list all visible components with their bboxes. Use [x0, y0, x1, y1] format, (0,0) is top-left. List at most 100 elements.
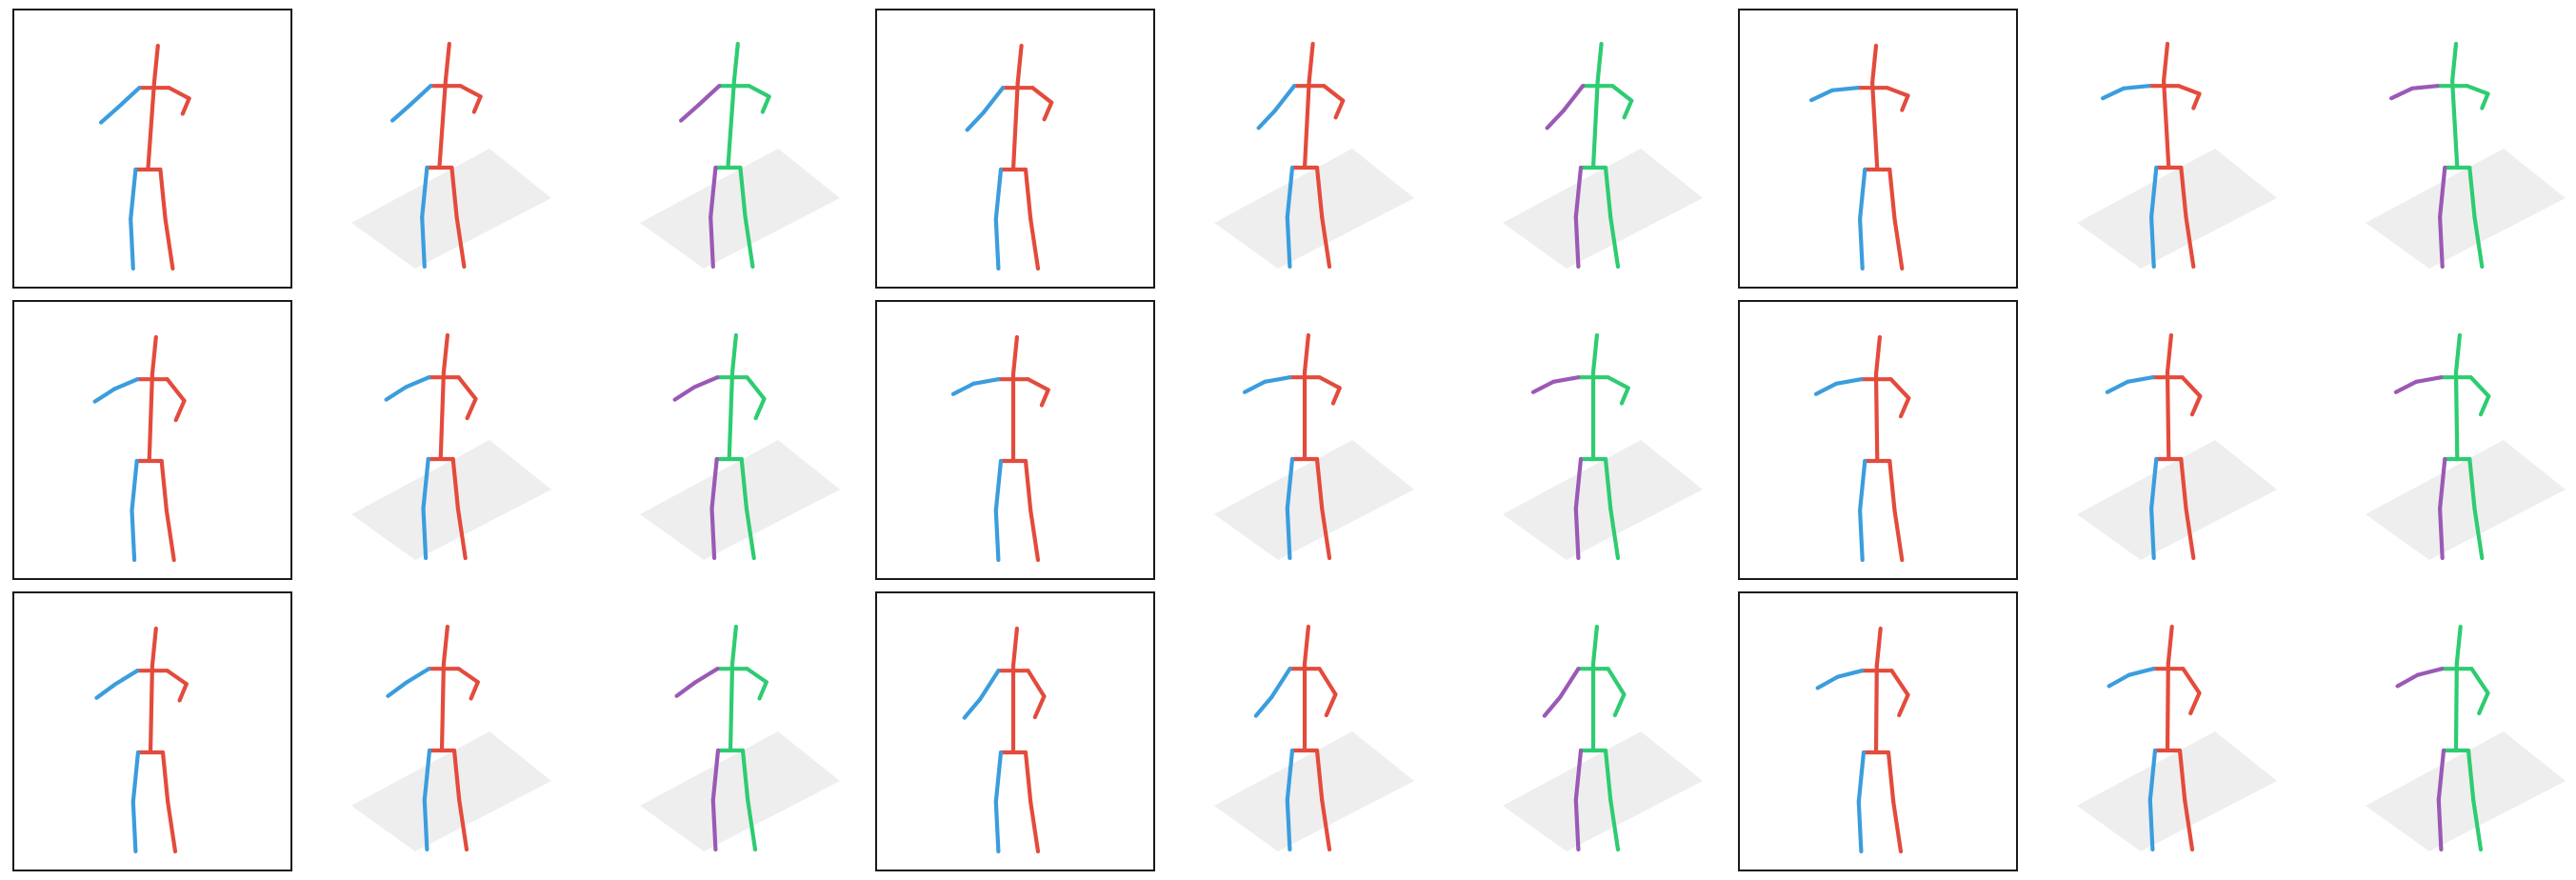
ground-truth-skeleton-right-bone-2 — [749, 86, 769, 96]
prediction-skeleton-right-bone-3 — [1336, 101, 1344, 118]
prediction-skeleton-spine-bone-1 — [444, 627, 448, 664]
ground-truth-skeleton-left-bone-1 — [1576, 800, 1579, 850]
prediction-skeleton-left-bone-1 — [2151, 217, 2154, 267]
sample-group-r2-c3 — [1739, 301, 2566, 579]
input-skeleton-left-bone-2 — [1832, 88, 1858, 90]
ground-truth-skeleton-spine-bone-0 — [730, 664, 732, 750]
prediction-skeleton-right-bone-2 — [2183, 669, 2199, 693]
ground-truth-skeleton-spine-bone-1 — [2457, 627, 2461, 664]
input-2d-panel — [1739, 592, 2017, 870]
prediction-skeleton-right-bone-3 — [474, 96, 481, 111]
ground-truth-skeleton-left-bone-2 — [695, 669, 717, 682]
prediction-skeleton-left-bone-2 — [406, 377, 429, 387]
prediction-skeleton-right-bone-3 — [1327, 694, 1336, 715]
ground-truth-skeleton-spine-bone-1 — [734, 44, 738, 81]
ground-truth-3d-panel — [640, 335, 840, 560]
ground-truth-skeleton-left-bone-3 — [1548, 110, 1564, 128]
ground-truth-skeleton-left-bone-2 — [1560, 669, 1578, 697]
input-2d-panel — [1739, 301, 2017, 579]
ground-truth-skeleton-left-bone-2 — [699, 86, 720, 105]
prediction-skeleton-right-bone-2 — [2183, 377, 2201, 396]
ground-truth-skeleton-left-bone-3 — [675, 388, 694, 400]
ground-truth-skeleton-left-bone-1 — [712, 509, 715, 558]
ground-truth-skeleton-left-bone-2 — [2418, 669, 2443, 675]
sample-group-r3-c1 — [13, 592, 840, 870]
prediction-skeleton-left-bone-3 — [2109, 675, 2129, 687]
prediction-skeleton-spine-bone-1 — [2167, 335, 2171, 372]
ground-truth-3d-panel — [640, 627, 840, 851]
ground-truth-skeleton-left-bone-2 — [2416, 377, 2441, 382]
ground-truth-skeleton-spine-bone-0 — [2456, 372, 2457, 459]
prediction-skeleton-right-bone-3 — [2192, 396, 2200, 414]
prediction-skeleton-left-bone-2 — [410, 86, 431, 105]
ground-truth-skeleton-left-bone-1 — [1576, 509, 1579, 558]
prediction-skeleton-spine-bone-1 — [1305, 335, 1308, 372]
prediction-skeleton-left-bone-1 — [1288, 800, 1290, 850]
prediction-skeleton-right-bone-3 — [1333, 388, 1340, 403]
ground-truth-skeleton-left-bone-1 — [2439, 800, 2442, 850]
prediction-3d-panel — [1214, 335, 1414, 560]
prediction-skeleton-spine-bone-0 — [441, 372, 444, 459]
input-2d-panel — [13, 592, 291, 870]
prediction-skeleton-right-bone-2 — [461, 86, 481, 96]
ground-truth-skeleton-left-bone-3 — [681, 105, 698, 120]
prediction-skeleton-left-bone-2 — [2124, 86, 2149, 89]
ground-truth-3d-panel — [1503, 335, 1703, 560]
ground-truth-skeleton-right-bone-3 — [2482, 94, 2487, 109]
prediction-skeleton-left-bone-3 — [2103, 89, 2124, 98]
ground-truth-skeleton-spine-bone-1 — [1598, 44, 1602, 81]
input-skeleton-left-bone-1 — [132, 510, 135, 560]
prediction-skeleton-left-bone-2 — [2129, 669, 2154, 675]
ground-truth-skeleton-right-bone-2 — [748, 377, 765, 399]
prediction-skeleton-left-bone-1 — [1288, 509, 1290, 558]
prediction-skeleton-right-bone-3 — [2193, 94, 2199, 109]
ground-truth-skeleton-left-bone-1 — [2440, 217, 2443, 267]
input-frame — [13, 10, 291, 288]
input-2d-panel — [13, 10, 291, 288]
sample-group-r1-c3 — [1739, 10, 2566, 288]
input-skeleton-spine-bone-0 — [1876, 374, 1877, 461]
ground-truth-skeleton-right-bone-3 — [760, 682, 767, 698]
ground-truth-skeleton-left-bone-1 — [710, 217, 713, 267]
ground-truth-skeleton-right-bone-3 — [763, 96, 769, 111]
prediction-skeleton-left-bone-3 — [1245, 382, 1265, 392]
ground-truth-3d-panel — [1503, 627, 1703, 851]
ground-truth-skeleton-left-bone-3 — [2396, 382, 2417, 392]
ground-truth-skeleton-right-bone-3 — [1615, 694, 1625, 715]
ground-truth-skeleton-spine-bone-0 — [1593, 81, 1598, 168]
sample-group-r1-c1 — [13, 10, 840, 288]
prediction-3d-panel — [1214, 44, 1414, 269]
ground-truth-skeleton-spine-bone-1 — [2456, 335, 2460, 372]
input-skeleton-left-bone-1 — [1860, 219, 1863, 269]
prediction-skeleton-left-bone-2 — [1265, 377, 1289, 382]
prediction-3d-panel — [351, 44, 551, 269]
prediction-skeleton-spine-bone-0 — [439, 81, 446, 168]
ground-truth-skeleton-left-bone-1 — [713, 800, 716, 850]
prediction-skeleton-right-bone-3 — [468, 399, 476, 418]
ground-truth-skeleton-right-bone-3 — [1622, 388, 1628, 403]
ground-truth-skeleton-right-bone-2 — [1612, 86, 1631, 101]
sample-group-r3-c2 — [876, 592, 1703, 870]
ground-truth-3d-panel — [2366, 44, 2566, 269]
prediction-skeleton-left-bone-3 — [1256, 697, 1271, 716]
ground-truth-skeleton-spine-bone-1 — [732, 335, 736, 372]
prediction-skeleton-spine-bone-1 — [1309, 44, 1313, 81]
ground-truth-skeleton-right-bone-3 — [1625, 101, 1632, 118]
ground-truth-skeleton-right-bone-3 — [756, 399, 765, 418]
prediction-skeleton-right-bone-2 — [1324, 86, 1343, 101]
input-skeleton-spine-bone-0 — [150, 666, 152, 752]
ground-truth-skeleton-left-bone-2 — [1553, 377, 1578, 382]
prediction-skeleton-left-bone-1 — [424, 509, 427, 558]
ground-truth-skeleton-left-bone-2 — [1564, 86, 1583, 110]
input-2d-panel — [876, 592, 1154, 870]
ground-truth-skeleton-spine-bone-1 — [732, 627, 736, 664]
prediction-skeleton-right-bone-3 — [471, 682, 478, 698]
ground-truth-skeleton-spine-bone-1 — [2452, 44, 2456, 81]
ground-truth-skeleton-right-bone-2 — [2467, 86, 2488, 93]
prediction-skeleton-right-bone-2 — [459, 669, 478, 682]
ground-truth-3d-panel — [2366, 627, 2566, 851]
ground-truth-skeleton-left-bone-3 — [2398, 675, 2418, 687]
prediction-skeleton-right-bone-2 — [459, 377, 476, 399]
prediction-skeleton-spine-bone-0 — [1305, 81, 1309, 168]
